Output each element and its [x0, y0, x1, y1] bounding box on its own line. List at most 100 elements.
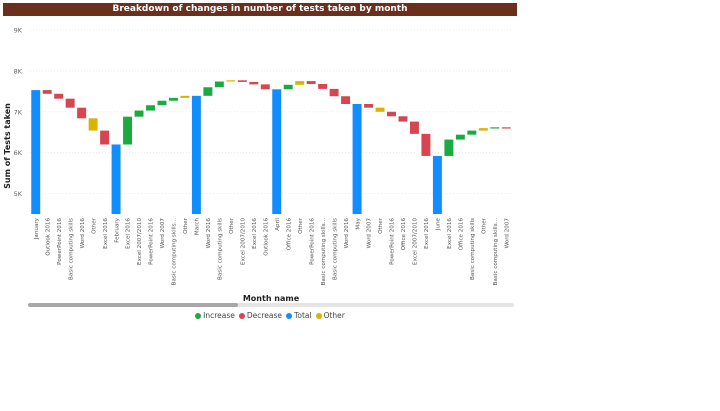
legend-item-total[interactable]: Total: [286, 311, 312, 320]
y-tick-label: 6K: [14, 149, 23, 157]
x-tick-label: Excel 2016: [252, 218, 258, 249]
x-tick-label: Basic computing skills: [332, 218, 338, 280]
x-tick-label: PowerPoint 2016: [149, 218, 155, 265]
bar-increase[interactable]: [490, 127, 500, 129]
x-tick-label: May: [355, 217, 361, 229]
bar-decrease[interactable]: [42, 90, 52, 94]
x-tick-label: Basic computing skills...: [172, 218, 178, 286]
legend-item-other[interactable]: Other: [315, 311, 345, 320]
bar-increase[interactable]: [444, 139, 454, 156]
bar-increase[interactable]: [168, 97, 178, 101]
bar-increase[interactable]: [157, 100, 167, 106]
bar-decrease[interactable]: [409, 121, 419, 134]
legend-label: Total: [294, 311, 312, 320]
bar-decrease[interactable]: [54, 93, 64, 99]
bar-decrease[interactable]: [65, 98, 75, 108]
x-tick-label: June: [436, 217, 442, 231]
bar-increase[interactable]: [203, 87, 213, 96]
x-tick-label: Office 2016: [401, 218, 407, 251]
bar-decrease[interactable]: [341, 96, 351, 105]
scrollbar-thumb[interactable]: [28, 303, 238, 307]
x-tick-label: Word 2007: [160, 218, 166, 249]
y-tick-label: 8K: [14, 67, 23, 75]
bar-total[interactable]: [272, 89, 282, 214]
x-tick-label: Excel 2016: [126, 218, 132, 249]
gridlines: [30, 29, 512, 195]
x-tick-label: Word 2007: [504, 218, 510, 249]
x-tick-label: Other: [91, 217, 97, 234]
bar-decrease[interactable]: [364, 104, 374, 108]
y-axis-ticks: 5K 6K 7K 8K 9K: [14, 27, 23, 199]
bar-decrease[interactable]: [398, 116, 408, 122]
bar-decrease[interactable]: [237, 80, 247, 82]
x-tick-label: Excel 2007/2010: [413, 218, 419, 265]
x-tick-label: Outlook 2016: [263, 218, 269, 256]
bar-total[interactable]: [432, 155, 442, 214]
legend-item-increase[interactable]: Increase: [195, 311, 235, 320]
x-tick-label: Excel 2016: [424, 218, 430, 249]
x-tick-label: PowerPoint 2016: [309, 218, 315, 265]
bar-decrease[interactable]: [249, 81, 259, 85]
bar-decrease[interactable]: [501, 127, 511, 129]
legend: Increase Decrease Total Other: [0, 311, 540, 320]
bar-total[interactable]: [352, 104, 362, 214]
bar-decrease[interactable]: [318, 83, 328, 89]
x-tick-label: Office 2016: [459, 218, 465, 251]
legend-label: Increase: [203, 311, 235, 320]
bar-other[interactable]: [226, 80, 236, 82]
x-tick-label: Other: [378, 217, 384, 234]
bar-increase[interactable]: [123, 116, 133, 145]
bar-other[interactable]: [478, 128, 488, 131]
y-axis-label: Sum of Tests taken: [3, 103, 12, 189]
x-tick-label: Word 2016: [80, 218, 86, 249]
bar-decrease[interactable]: [260, 84, 270, 90]
bar-other[interactable]: [88, 118, 98, 131]
x-tick-label: Word 2007: [367, 218, 373, 249]
bar-increase[interactable]: [134, 110, 144, 117]
x-tick-label: Basic computing skills: [470, 218, 476, 280]
x-tick-label: Other: [298, 217, 304, 234]
bar-increase[interactable]: [455, 134, 465, 140]
bar-decrease[interactable]: [77, 107, 87, 119]
y-tick-label: 7K: [14, 108, 23, 116]
y-tick-label: 9K: [14, 27, 23, 35]
x-tick-label: Other: [183, 217, 189, 234]
x-tick-label: Basic computing skills...: [321, 218, 327, 286]
x-tick-label: Office 2016: [286, 218, 292, 251]
horizontal-scrollbar[interactable]: [28, 303, 514, 307]
bar-decrease[interactable]: [100, 130, 110, 145]
x-tick-label: Word 2016: [344, 218, 350, 249]
bar-other[interactable]: [180, 95, 190, 98]
legend-dot: [195, 313, 202, 319]
x-axis-label: Month name: [243, 294, 300, 303]
legend-dot: [315, 313, 322, 319]
x-tick-label: Excel 2007/2010: [137, 218, 143, 265]
x-tick-label: Excel 2016: [103, 218, 109, 249]
x-tick-label: Excel 2016: [447, 218, 453, 249]
chart-title: Breakdown of changes in number of tests …: [3, 3, 517, 16]
bar-increase[interactable]: [214, 81, 224, 88]
x-tick-label: Other: [229, 217, 235, 234]
bar-decrease[interactable]: [329, 88, 339, 97]
bar-other[interactable]: [375, 107, 385, 112]
bar-other[interactable]: [295, 81, 305, 85]
x-tick-label: PowerPoint 2016: [57, 218, 63, 265]
bar-increase[interactable]: [467, 130, 477, 135]
bars: [31, 80, 511, 214]
y-tick-label: 5K: [14, 190, 23, 198]
bar-increase[interactable]: [146, 105, 155, 111]
legend-item-decrease[interactable]: Decrease: [238, 311, 282, 320]
x-tick-label: February: [114, 217, 120, 242]
x-tick-label: Basic computing skills: [218, 218, 224, 280]
x-tick-label: Basic computing skills...: [493, 218, 499, 286]
bar-total[interactable]: [191, 95, 201, 214]
bar-total[interactable]: [31, 90, 41, 214]
bar-decrease[interactable]: [387, 111, 396, 117]
bar-total[interactable]: [111, 144, 121, 214]
legend-label: Other: [323, 311, 345, 320]
bar-increase[interactable]: [283, 84, 293, 90]
legend-dot: [238, 313, 245, 319]
bar-decrease[interactable]: [306, 81, 316, 84]
bar-decrease[interactable]: [421, 133, 431, 156]
